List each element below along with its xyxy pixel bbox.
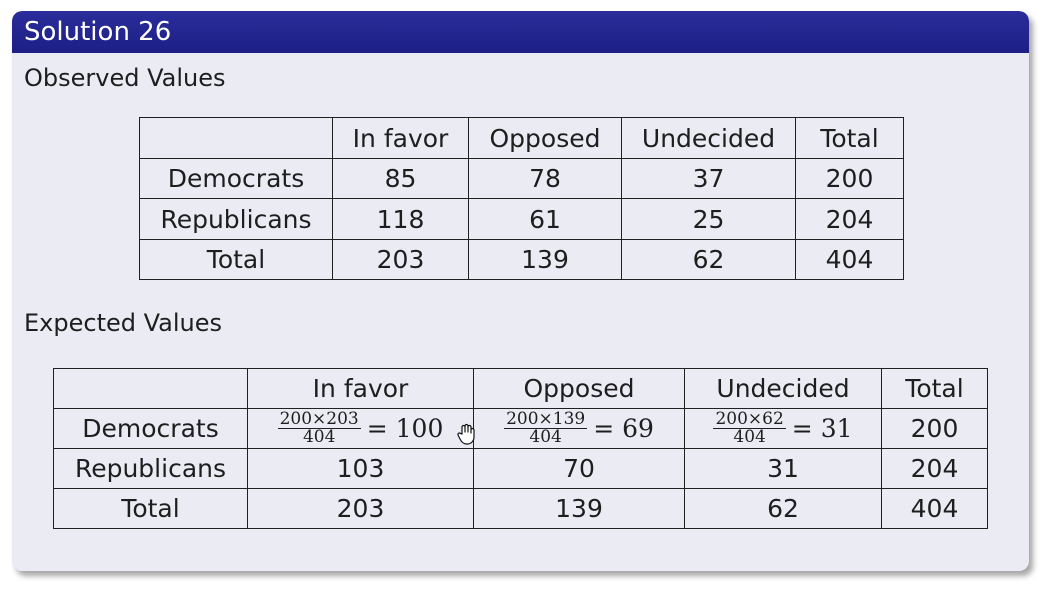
formula-result: = 31 — [791, 414, 853, 443]
header-cell: Undecided — [621, 117, 796, 159]
table-row: Democrats 85 78 37 200 — [139, 158, 904, 199]
fraction-denominator: 404 — [529, 427, 562, 447]
table-cell: 204 — [795, 198, 904, 240]
header-cell: Opposed — [468, 117, 622, 159]
row-label: Democrats — [53, 408, 248, 449]
table-row: Total 203 139 62 404 — [53, 488, 988, 529]
table-cell: 204 — [881, 448, 988, 489]
expected-table: In favor Opposed Undecided Total Democra… — [53, 368, 988, 529]
row-label: Republicans — [53, 448, 248, 489]
table-cell: 62 — [684, 488, 882, 529]
header-cell: Total — [881, 368, 988, 409]
fraction: 200×203 404 — [277, 409, 361, 447]
row-label: Democrats — [139, 158, 333, 199]
header-cell: Opposed — [473, 368, 685, 409]
header-cell: Undecided — [684, 368, 882, 409]
slide-title: Solution 26 — [24, 17, 172, 47]
fraction-numerator: 200×203 — [277, 409, 361, 429]
header-cell: In favor — [247, 368, 474, 409]
formula-result: = 100 — [366, 414, 444, 443]
fraction-numerator: 200×139 — [504, 409, 588, 429]
table-row: Republicans 118 61 25 204 — [139, 198, 904, 240]
table-row: Total 203 139 62 404 — [139, 239, 904, 280]
row-label: Republicans — [139, 198, 333, 240]
observed-heading: Observed Values — [24, 64, 226, 92]
table-cell: 37 — [621, 158, 796, 199]
slide: Solution 26 Observed Values In favor Opp… — [12, 11, 1029, 571]
expected-header-row: In favor Opposed Undecided Total — [53, 368, 988, 409]
formula-cell: 200×203 404 = 100 — [247, 408, 474, 449]
table-cell: 61 — [468, 198, 622, 240]
table-cell: 404 — [795, 239, 904, 280]
header-cell: Total — [795, 117, 904, 159]
table-cell: 85 — [332, 158, 469, 199]
table-cell: 139 — [473, 488, 685, 529]
table-row: Republicans 103 70 31 204 — [53, 448, 988, 489]
table-row: Democrats 200×203 404 = 100 200×139 404 … — [53, 408, 988, 449]
header-cell: In favor — [332, 117, 469, 159]
header-cell — [139, 117, 333, 159]
fraction: 200×62 404 — [713, 409, 786, 447]
table-cell: 70 — [473, 448, 685, 489]
row-label: Total — [139, 239, 333, 280]
table-cell: 31 — [684, 448, 882, 489]
expected-heading: Expected Values — [24, 309, 223, 337]
fraction-denominator: 404 — [302, 427, 336, 447]
observed-header-row: In favor Opposed Undecided Total — [139, 117, 904, 159]
table-cell: 25 — [621, 198, 796, 240]
table-cell: 62 — [621, 239, 796, 280]
formula-result: = 69 — [593, 414, 654, 443]
title-bar: Solution 26 — [12, 11, 1029, 53]
table-cell: 139 — [468, 239, 622, 280]
table-cell: 404 — [881, 488, 988, 529]
table-cell: 203 — [247, 488, 474, 529]
table-cell: 200 — [795, 158, 904, 199]
fraction-denominator: 404 — [733, 427, 766, 447]
observed-table: In favor Opposed Undecided Total Democra… — [139, 117, 904, 280]
fraction-numerator: 200×62 — [713, 409, 786, 429]
fraction: 200×139 404 — [504, 409, 588, 447]
formula-cell: 200×62 404 = 31 — [684, 408, 882, 449]
table-cell: 103 — [247, 448, 474, 489]
header-cell — [53, 368, 248, 409]
row-label: Total — [53, 488, 248, 529]
table-cell: 203 — [332, 239, 469, 280]
table-cell: 78 — [468, 158, 622, 199]
table-cell: 118 — [332, 198, 469, 240]
table-cell: 200 — [881, 408, 988, 449]
formula-cell: 200×139 404 = 69 — [473, 408, 685, 449]
hand-pointer-icon — [457, 423, 475, 445]
